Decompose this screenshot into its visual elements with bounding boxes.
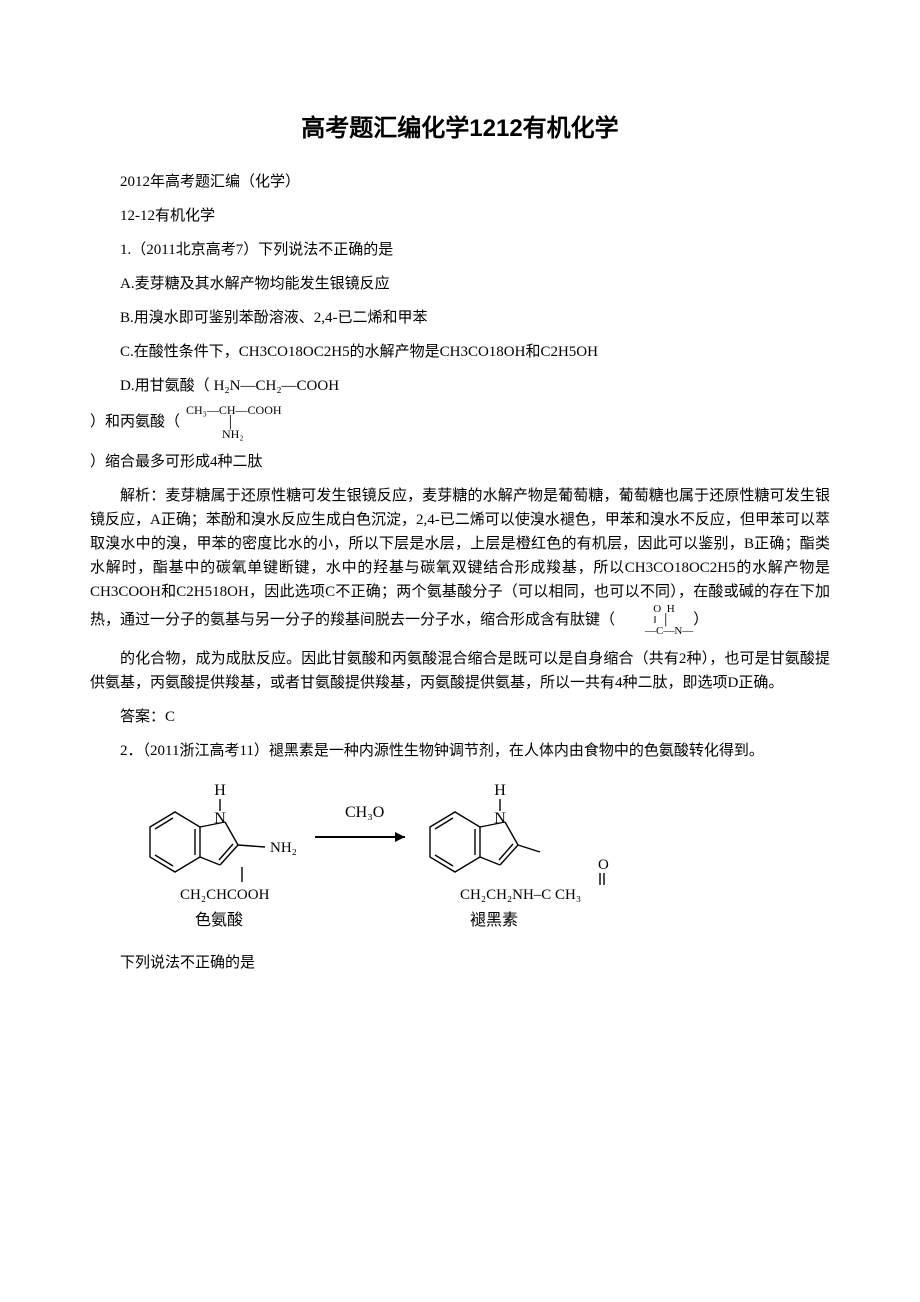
svg-text:N: N — [494, 810, 506, 827]
q1-option-b: B.用溴水即可鉴别苯酚溶液、2,4-已二烯和甲苯 — [90, 306, 830, 330]
q2-stem: 2．（2011浙江高考11）褪黑素是一种内源性生物钟调节剂，在人体内由食物中的色… — [90, 739, 830, 763]
q1-option-d-line1: D.用甘氨酸（ H₂N—CH₂—COOH — [90, 374, 830, 398]
q1-d-mid1: ）和丙氨酸（ — [90, 410, 180, 434]
q2-end: 下列说法不正确的是 — [90, 951, 830, 975]
svg-text:O: O — [598, 857, 609, 873]
q1-option-a: A.麦芽糖及其水解产物均能发生银镜反应 — [90, 272, 830, 296]
q1-stem: 1.（2011北京高考7）下列说法不正确的是 — [90, 238, 830, 262]
meta-section: 12-12有机化学 — [90, 204, 830, 228]
q1-option-d-line2: ）和丙氨酸（ CH₃—CH—COOH │ NH₂ — [90, 404, 830, 440]
svg-text:CH₂CHCOOH: CH₂CHCOOH — [180, 887, 270, 903]
tryptophan-label: 色氨酸 — [195, 911, 243, 929]
q1-option-d-line3: ）缩合最多可形成4种二肽 — [90, 450, 830, 474]
svg-text:H: H — [494, 782, 506, 799]
q1-explanation-2: 的化合物，成为成肽反应。因此甘氨酸和丙氨酸混合缩合是既可以是自身缩合（共有2种）… — [90, 647, 830, 695]
svg-text:NH₂: NH₂ — [270, 840, 297, 856]
reaction-scheme-svg: H N NH₂ CH₂CHCOOH 色氨酸 CH₃O — [120, 777, 640, 937]
svg-text:H: H — [214, 782, 226, 799]
tryptophan-melatonin-scheme: H N NH₂ CH₂CHCOOH 色氨酸 CH₃O — [120, 777, 830, 937]
svg-text:N: N — [214, 810, 226, 827]
document-page: 高考题汇编化学1212有机化学 2012年高考题汇编（化学） 12-12有机化学… — [0, 0, 920, 1045]
glycine-formula: H₂N—CH₂—COOH — [210, 374, 343, 398]
page-title: 高考题汇编化学1212有机化学 — [90, 110, 830, 148]
q1-explanation: 解析：麦芽糖属于还原性糖可发生银镜反应，麦芽糖的水解产物是葡萄糖，葡萄糖也属于还… — [90, 484, 830, 637]
meta-year: 2012年高考题汇编（化学） — [90, 170, 830, 194]
alanine-formula: CH₃—CH—COOH │ NH₂ — [180, 404, 288, 440]
q1-option-c: C.在酸性条件下，CH3CO18OC2H5的水解产物是CH3CO18OH和C2H… — [90, 340, 830, 364]
arrow-top-label: CH₃O — [345, 804, 384, 821]
q1-d-pre: D.用甘氨酸（ — [120, 374, 210, 398]
q1-answer: 答案：C — [90, 705, 830, 729]
peptide-bond-formula: O H ‖ │ —C—N— — [615, 604, 693, 637]
melatonin-label: 褪黑素 — [470, 911, 518, 929]
svg-text:CH₂CH₂NH–C CH₃: CH₂CH₂NH–C CH₃ — [460, 887, 581, 903]
